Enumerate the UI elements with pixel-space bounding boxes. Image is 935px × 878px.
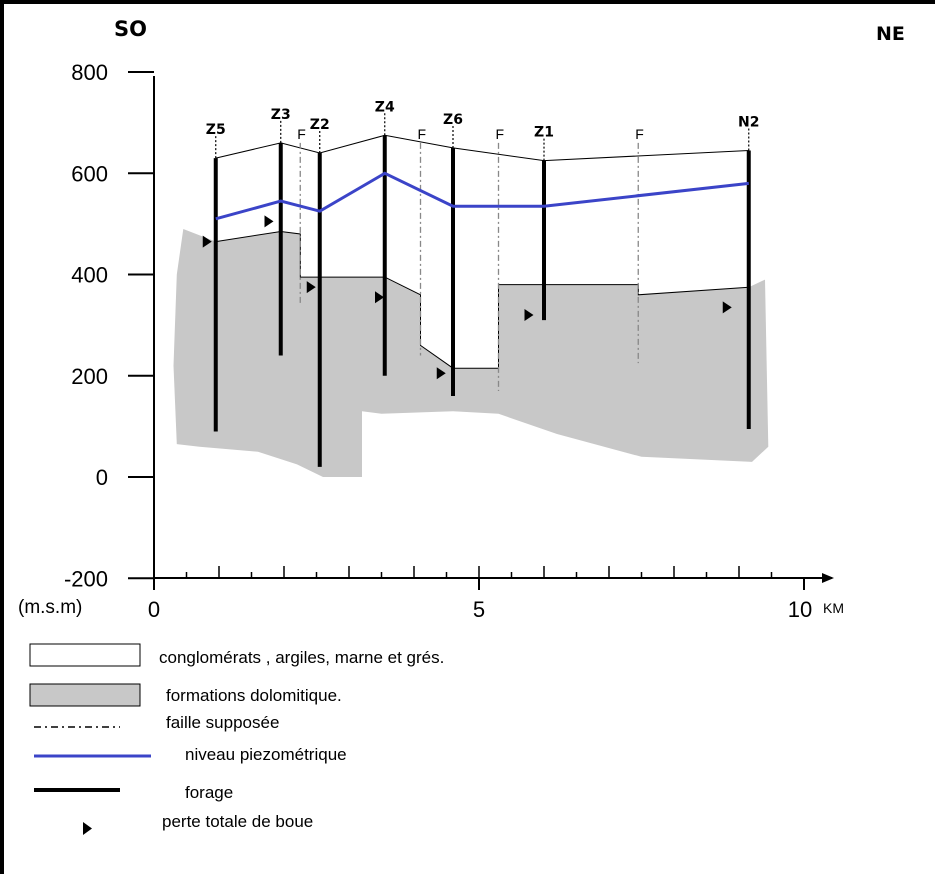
- y-tick-label: -200: [64, 566, 108, 591]
- legend-swatch-mudloss-icon: [83, 822, 92, 835]
- piezometric-level-line: [215, 171, 749, 221]
- fault-label: F: [297, 126, 306, 142]
- legend-label-conglomerates: conglomérats , argiles, marne et grés.: [159, 648, 444, 667]
- borehole-group: Z5 Z3 Z2 Z4 Z6 Z1 N2: [206, 99, 759, 467]
- x-axis-unit-label: KM: [823, 600, 844, 616]
- borehole-label: Z5: [206, 122, 226, 138]
- legend-label-mudloss: perte totale de boue: [162, 812, 313, 831]
- legend: conglomérats , argiles, marne et grés. f…: [29, 643, 444, 835]
- dolomite-formation-area: [173, 229, 769, 477]
- y-tick-label: 800: [71, 60, 108, 85]
- mud-loss-marker: [306, 281, 316, 294]
- y-axis-unit-label: (m.s.m): [18, 597, 82, 618]
- borehole-label: Z4: [375, 99, 395, 115]
- legend-label-fault: faille supposée: [166, 713, 279, 732]
- borehole-label: N2: [738, 114, 759, 130]
- x-tick-label: 0: [148, 597, 160, 622]
- borehole-label: Z1: [534, 125, 554, 141]
- mud-loss-marker: [375, 291, 384, 304]
- legend-swatch-dolomite: [29, 683, 141, 707]
- x-tick-label: 10: [788, 597, 812, 622]
- mud-loss-marker: [722, 301, 732, 314]
- y-tick-label: 600: [71, 161, 108, 186]
- orientation-left: SO: [114, 17, 147, 41]
- geological-cross-section: SO NE F F F F Z5 Z3 Z2 Z4 Z6 Z1 N2 800 600 400 200 0 -…: [18, 17, 905, 835]
- mud-loss-marker: [264, 215, 274, 228]
- y-tick-label: 200: [71, 364, 108, 389]
- legend-label-borehole: forage: [185, 783, 233, 802]
- y-tick-label: 0: [96, 465, 108, 490]
- fault-label: F: [635, 126, 644, 142]
- x-axis-arrow-icon: [822, 573, 834, 583]
- mud-loss-marker: [524, 309, 534, 322]
- ground-surface-line: [215, 134, 749, 162]
- y-axis-ticks: 800 600 400 200 0 -200: [64, 60, 154, 591]
- borehole-label: Z6: [443, 112, 463, 128]
- legend-label-dolomite: formations dolomitique.: [166, 686, 342, 705]
- x-tick-label: 5: [473, 597, 485, 622]
- legend-swatch-conglomerates: [29, 643, 141, 667]
- mud-loss-marker: [202, 235, 212, 248]
- y-tick-label: 400: [71, 263, 108, 288]
- orientation-right: NE: [876, 23, 905, 45]
- borehole-label: Z3: [271, 107, 291, 123]
- borehole-label: Z2: [310, 117, 330, 133]
- fault-label: F: [496, 126, 505, 142]
- legend-label-piezometric: niveau piezométrique: [185, 745, 347, 764]
- fault-label: F: [418, 126, 427, 142]
- x-axis-ticks: 0 5 10: [148, 566, 812, 622]
- mud-loss-marker: [436, 367, 446, 380]
- mud-loss-marker-group: [202, 215, 732, 380]
